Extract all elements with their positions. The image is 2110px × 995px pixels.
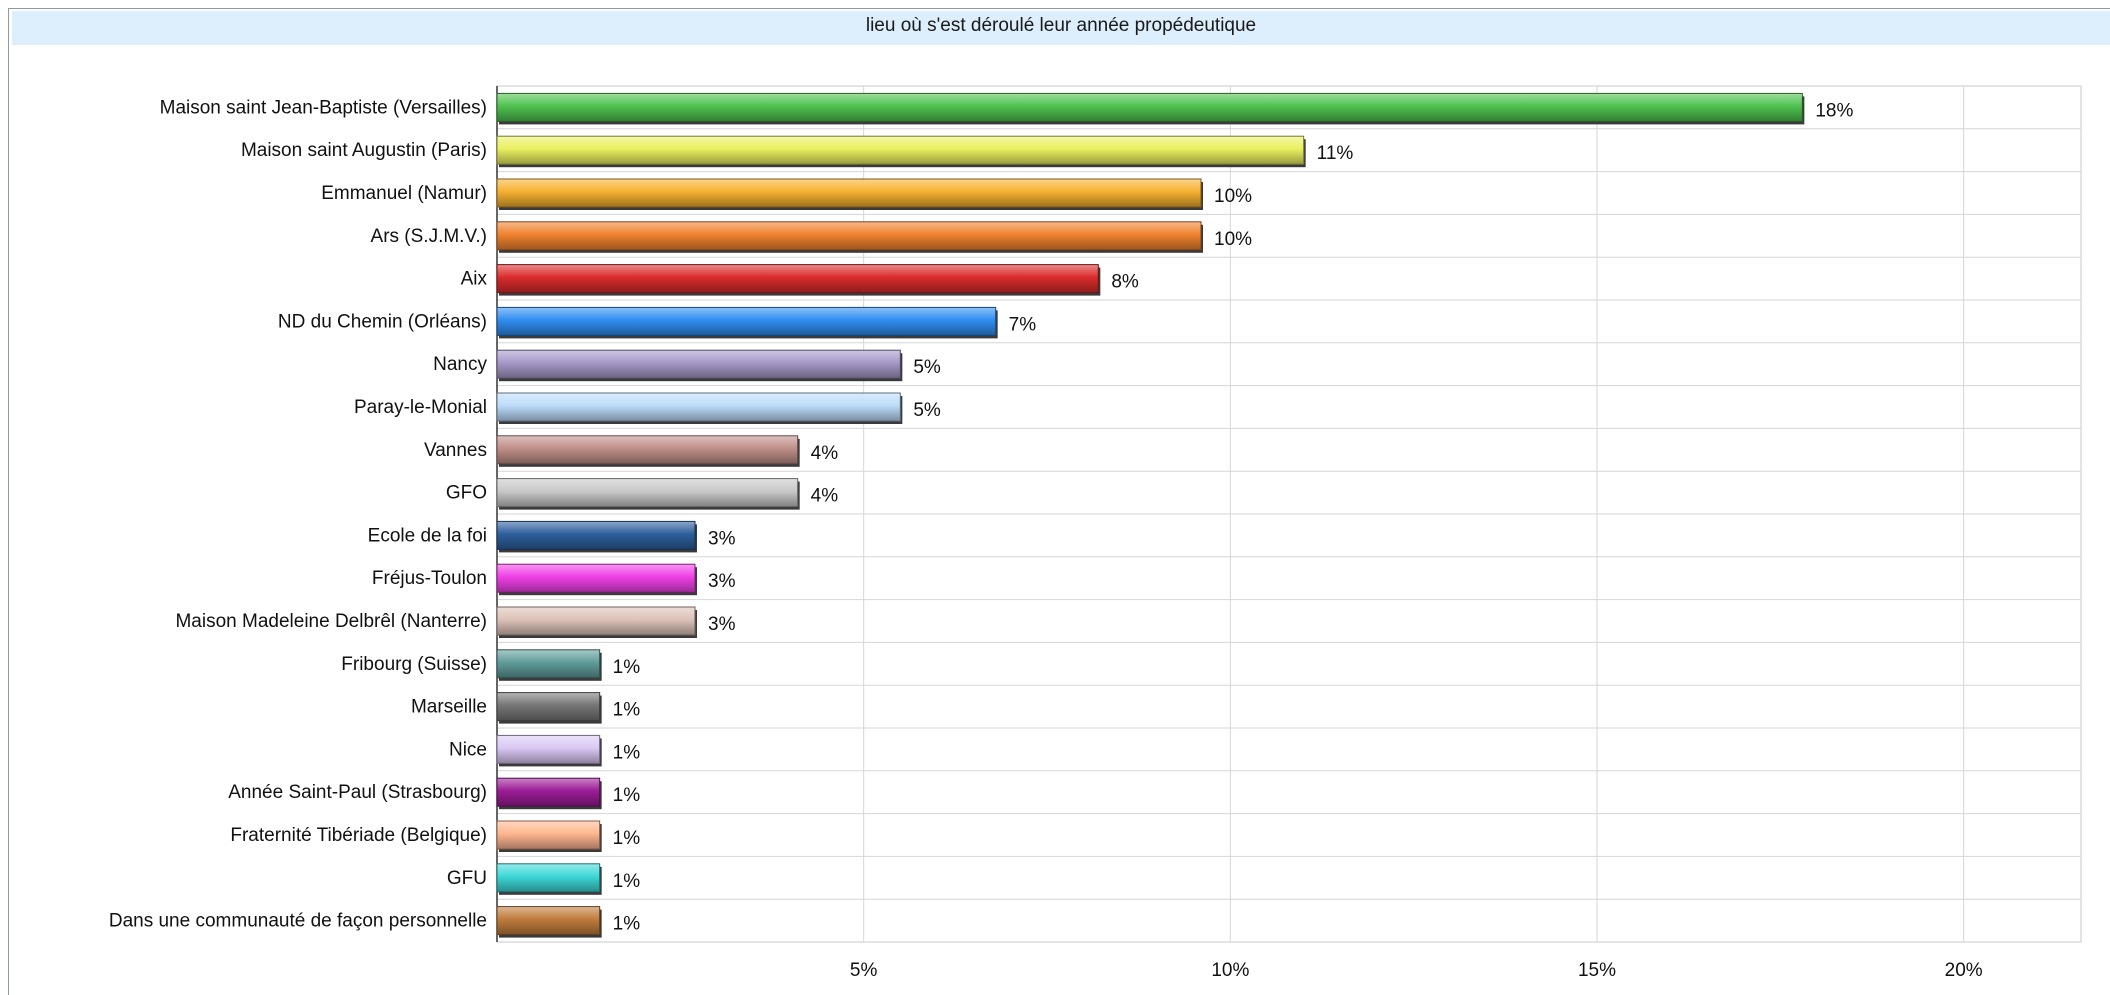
bar	[496, 606, 696, 636]
value-label: 3%	[708, 528, 736, 549]
bar	[496, 221, 1202, 251]
x-tick-label: 10%	[1211, 960, 1249, 981]
category-label: Fraternité Tibériade (Belgique)	[230, 825, 487, 846]
value-label: 1%	[613, 828, 641, 849]
category-label: Nice	[449, 739, 487, 760]
bar	[496, 178, 1202, 208]
category-label: Fribourg (Suisse)	[341, 654, 487, 675]
value-label: 1%	[613, 700, 641, 721]
category-label: Marseille	[411, 697, 487, 718]
category-label: Maison saint Jean-Baptiste (Versailles)	[160, 97, 487, 118]
bar	[496, 435, 799, 465]
bar	[496, 478, 799, 508]
category-label: Aix	[461, 269, 488, 290]
category-label: Maison saint Augustin (Paris)	[241, 140, 487, 161]
category-label: ND du Chemin (Orléans)	[278, 311, 487, 332]
x-tick-label: 5%	[850, 960, 878, 981]
category-label: Ars (S.J.M.V.)	[371, 226, 487, 247]
category-label: Maison Madeleine Delbrêl (Nanterre)	[175, 611, 487, 632]
category-label: Fréjus-Toulon	[372, 568, 487, 589]
value-label: 11%	[1317, 143, 1354, 164]
value-label: 1%	[613, 785, 641, 806]
category-label: GFO	[446, 483, 487, 504]
category-label: Paray-le-Monial	[354, 397, 487, 418]
bar	[496, 863, 601, 893]
value-label: 3%	[708, 614, 736, 635]
value-label: 7%	[1009, 314, 1037, 335]
value-label: 18%	[1815, 100, 1853, 121]
bar	[496, 92, 1803, 122]
chart-title: lieu où s'est déroulé leur année propéde…	[12, 11, 2110, 45]
bar	[496, 777, 601, 807]
bar	[496, 649, 601, 679]
bar	[496, 692, 601, 722]
value-label: 5%	[913, 357, 941, 378]
category-label: GFU	[447, 868, 487, 889]
category-label: Emmanuel (Namur)	[321, 183, 487, 204]
bar	[496, 135, 1305, 165]
bar	[496, 563, 696, 593]
category-label: Dans une communauté de façon personnelle	[109, 911, 487, 932]
bar	[496, 349, 901, 379]
value-label: 4%	[811, 486, 839, 507]
value-label: 1%	[613, 871, 641, 892]
bar	[496, 734, 601, 764]
category-label: Vannes	[424, 440, 487, 461]
bar	[496, 264, 1099, 294]
bar	[496, 392, 901, 422]
category-label: Nancy	[433, 354, 487, 375]
bar	[496, 520, 696, 550]
value-label: 8%	[1111, 272, 1139, 293]
category-label: Année Saint-Paul (Strasbourg)	[228, 782, 487, 803]
value-label: 1%	[613, 914, 641, 935]
value-label: 4%	[811, 443, 839, 464]
value-label: 10%	[1214, 229, 1252, 250]
value-label: 1%	[613, 742, 641, 763]
chart-frame	[8, 8, 2110, 995]
bar	[496, 906, 601, 936]
x-tick-label: 20%	[1945, 960, 1983, 981]
category-label: Ecole de la foi	[368, 525, 487, 546]
x-tick-label: 15%	[1578, 960, 1616, 981]
value-label: 3%	[708, 571, 736, 592]
bar	[496, 306, 997, 336]
value-label: 5%	[913, 400, 941, 421]
bar	[496, 820, 601, 850]
value-label: 10%	[1214, 186, 1252, 207]
value-label: 1%	[613, 657, 641, 678]
